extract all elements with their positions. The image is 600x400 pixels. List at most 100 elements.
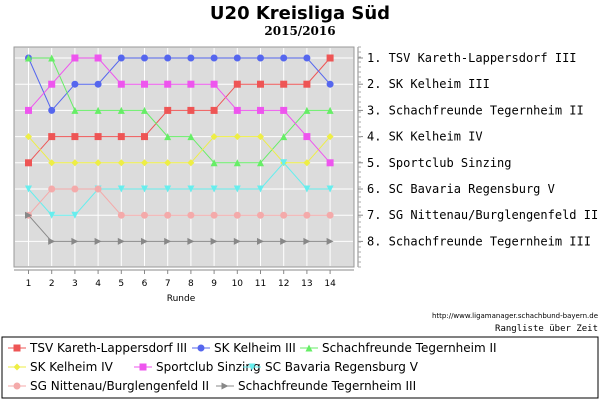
data-point: [48, 159, 56, 167]
data-point: [164, 159, 172, 167]
legend-marker: [221, 382, 229, 390]
x-tick-label: 6: [142, 279, 148, 289]
data-point: [233, 54, 241, 62]
x-axis: 1 2 3 4 5 6 7 8 9 10 11 12 13 14: [14, 269, 354, 289]
data-point: [326, 54, 334, 62]
data-point: [117, 211, 125, 219]
series: [25, 54, 334, 167]
legend-marker: [13, 363, 21, 371]
series-line: [28, 136, 331, 164]
data-point: [210, 80, 218, 88]
data-point: [303, 106, 311, 114]
legend-item: TSV Kareth-Lappersdorf III: [8, 341, 187, 355]
data-point: [233, 133, 241, 141]
data-point: [71, 54, 79, 62]
data-point: [117, 54, 125, 62]
chart-title: U20 Kreisliga Süd: [210, 3, 390, 24]
ranking-label: 7. SG Nittenau/Burglengenfeld II: [367, 208, 598, 222]
data-point: [117, 159, 125, 167]
x-tick-label: 4: [95, 279, 101, 289]
data-point: [25, 133, 32, 141]
legend-label: SK Kelheim IV: [30, 360, 114, 374]
chart-caption: Rangliste über Zeit: [495, 324, 598, 334]
data-point: [326, 211, 334, 219]
legend-marker: [305, 344, 313, 352]
legend-item: Schachfreunde Tegernheim III: [216, 379, 416, 393]
series-line: [28, 188, 331, 216]
data-point: [25, 106, 32, 114]
data-point: [141, 106, 148, 114]
data-point: [280, 80, 288, 88]
legend-item: Schachfreunde Tegernheim II: [300, 341, 497, 355]
legend-marker: [13, 382, 21, 390]
legend-label: SC Bavaria Regensburg V: [265, 360, 419, 374]
series-group: [25, 54, 334, 245]
legend-item: SK Kelheim IV: [8, 360, 114, 374]
data-point: [210, 54, 218, 62]
data-point: [303, 159, 311, 167]
series-line: [28, 57, 331, 164]
x-tick-label: 7: [165, 279, 171, 289]
data-point: [326, 133, 334, 141]
data-point: [48, 54, 56, 62]
series: [25, 54, 334, 114]
data-point: [25, 54, 32, 62]
data-point: [233, 159, 241, 167]
x-tick-label: 2: [49, 279, 55, 289]
data-point: [164, 211, 172, 219]
series: [25, 54, 334, 167]
data-point: [48, 237, 56, 245]
data-point: [280, 133, 288, 141]
data-point: [257, 159, 264, 167]
ranking-label: 4. SK Kelheim IV: [367, 130, 483, 144]
data-point: [117, 80, 125, 88]
data-point: [48, 185, 56, 193]
x-tick-label: 13: [301, 279, 312, 289]
chart-subtitle: 2015/2016: [264, 24, 335, 38]
x-tick-label: 11: [255, 279, 266, 289]
y-axis: [357, 46, 363, 268]
data-point: [71, 159, 79, 167]
x-tick-label: 5: [118, 279, 124, 289]
data-point: [71, 133, 79, 141]
data-point: [187, 80, 195, 88]
ranking-label: 5. Sportclub Sinzing: [367, 156, 512, 170]
data-point: [141, 211, 148, 219]
x-axis-label: Runde: [167, 294, 196, 304]
series-line: [28, 57, 331, 112]
series-line: [28, 57, 331, 164]
data-point: [94, 133, 102, 141]
legend-label: Sportclub Sinzing: [156, 360, 261, 374]
data-point: [48, 133, 56, 141]
legend-box: [1, 336, 599, 399]
final-ranking: 1. TSV Kareth-Lappersdorf III 2. SK Kelhe…: [367, 51, 598, 248]
legend-item: SC Bavaria Regensburg V: [243, 360, 419, 374]
data-point: [187, 106, 195, 114]
legend-label: TSV Kareth-Lappersdorf III: [29, 341, 187, 355]
source-url: http://www.ligamanager.schachbund-bayern…: [432, 312, 598, 320]
x-tick-label: 10: [232, 279, 244, 289]
data-point: [71, 106, 79, 114]
data-point: [117, 106, 125, 114]
series: [25, 54, 334, 167]
data-point: [233, 185, 241, 193]
data-point: [48, 106, 56, 114]
data-point: [94, 80, 102, 88]
legend-marker: [248, 363, 256, 371]
series-line: [28, 214, 331, 242]
data-point: [94, 159, 102, 167]
data-point: [71, 185, 79, 193]
plot-area: [13, 46, 355, 268]
x-tick-label: 14: [324, 279, 336, 289]
data-point: [141, 133, 148, 141]
legend-item: SG Nittenau/Burglengenfeld II: [8, 379, 209, 393]
data-point: [326, 237, 334, 245]
data-point: [141, 237, 148, 245]
ranking-label: 6. SC Bavaria Regensburg V: [367, 182, 555, 196]
data-point: [164, 106, 172, 114]
ranking-label: 1. TSV Kareth-Lappersdorf III: [367, 51, 577, 65]
legend-marker: [139, 363, 147, 371]
legend-marker: [13, 344, 21, 352]
series-line: [28, 162, 331, 216]
